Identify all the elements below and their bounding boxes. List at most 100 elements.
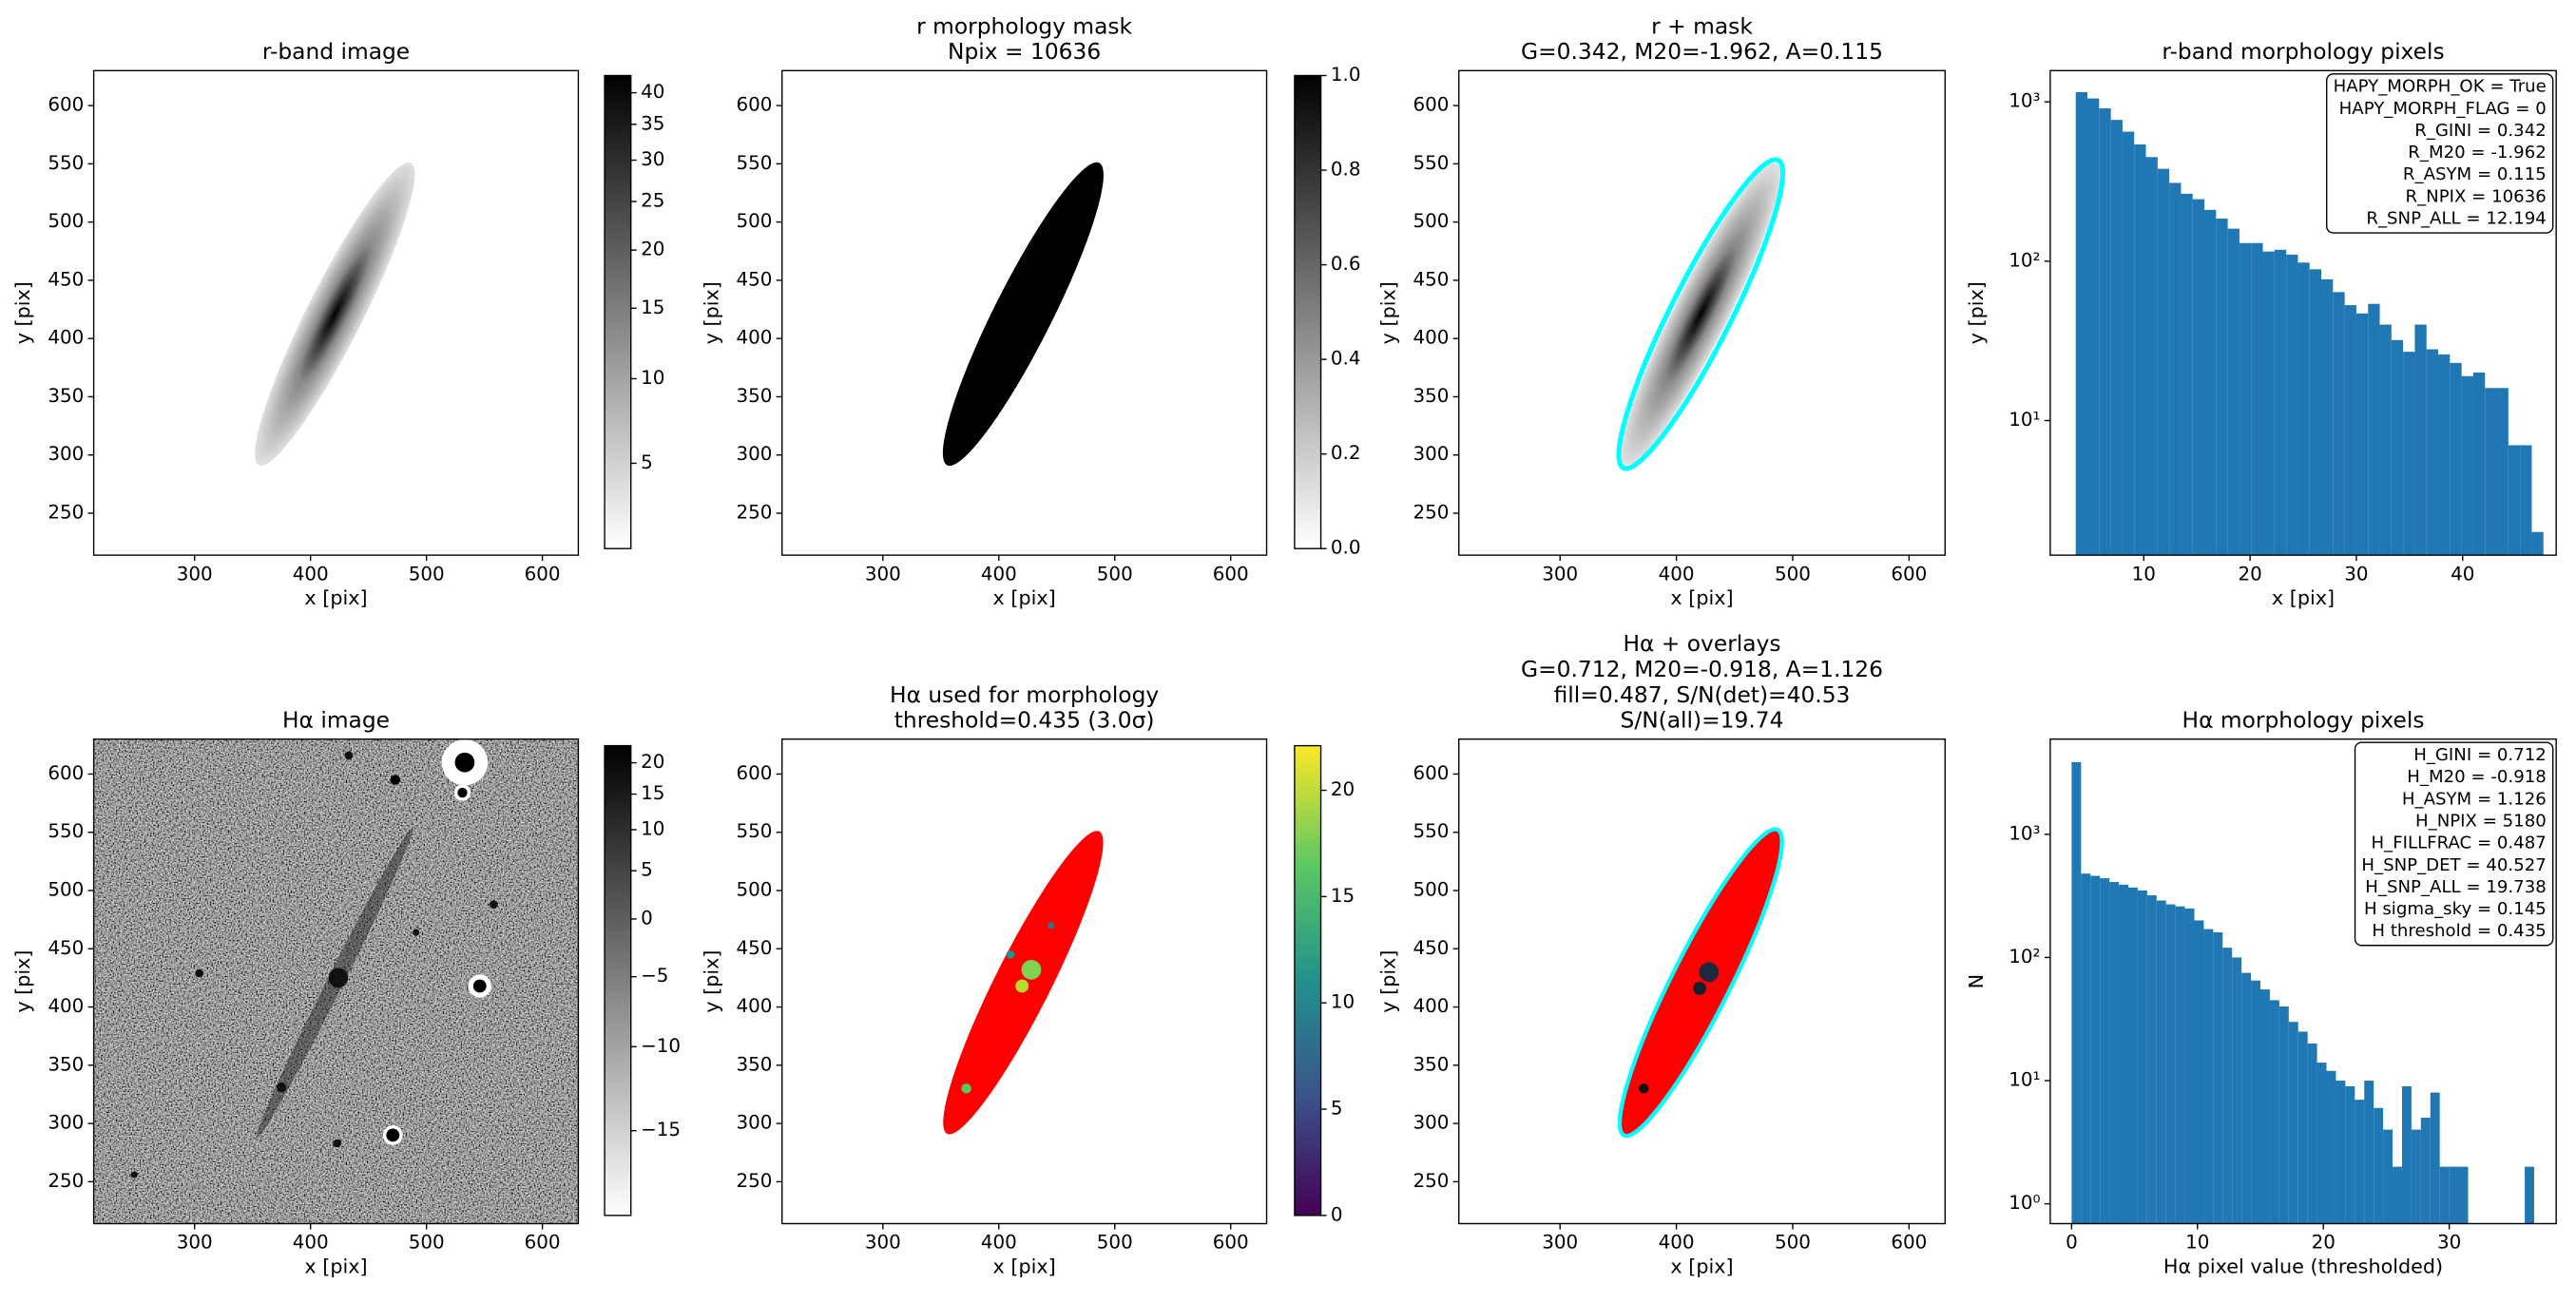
stats-line: R_ASYM = 0.115 [2403, 164, 2547, 184]
panel-title: r-band image [262, 38, 410, 65]
x-tick-label: 600 [525, 563, 561, 584]
x-tick-label: 500 [1097, 1232, 1133, 1254]
star [333, 1139, 342, 1148]
y-tick-label: 450 [736, 937, 772, 959]
blob [1021, 959, 1042, 980]
bar [2449, 1166, 2459, 1224]
plot-area [93, 70, 579, 556]
y-tick-label: 500 [48, 210, 84, 232]
y-tick-label: 250 [48, 1170, 84, 1192]
bar [2127, 887, 2138, 1224]
panel: 300 400 500 600 250 300 350 400 450 500 550 600 r mo… [700, 12, 1360, 609]
colorbar-tick-label: −15 [641, 1119, 681, 1140]
panel-title: r morphology mask [916, 12, 1132, 39]
y-tick-label: 550 [1413, 152, 1449, 174]
panel: 0 10 20 30 10⁰ 10¹ 10² 10³ Hα morphology pixels H… [1965, 707, 2557, 1277]
axes-frame [92, 738, 580, 1225]
panel-title: fill=0.487, S/N(det)=40.53 [1554, 681, 1851, 708]
y-tick-label: 400 [736, 327, 772, 349]
x-tick-label: 600 [525, 1232, 561, 1254]
bar [2181, 193, 2193, 556]
colorbar [1294, 74, 1322, 549]
plot-area [2049, 738, 2557, 1224]
bar [2184, 908, 2195, 1224]
x-tick-label: 20 [2238, 563, 2261, 584]
colorbar-tick-label: 5 [1331, 1098, 1343, 1120]
star [457, 787, 468, 798]
bar [2355, 1100, 2365, 1224]
x-tick-label: 400 [293, 563, 329, 584]
panel: 10 20 30 40 10¹ 10² 10³ r-band morphology pixel… [1965, 38, 2557, 609]
y-tick-label: 500 [736, 210, 772, 232]
y-tick-label: 300 [736, 443, 772, 465]
bar [2316, 1063, 2327, 1224]
colorbar-tick-label: 15 [641, 782, 664, 804]
y-tick-label: 400 [48, 327, 84, 349]
panel: 300 400 500 600 250 300 350 400 450 500 550 600 r + … [1376, 12, 1946, 609]
y-tick-label: 350 [48, 1053, 84, 1075]
colorbar-tick-label: 0 [641, 907, 653, 929]
stats-box-frame [2354, 741, 2554, 947]
axes-frame [2049, 738, 2557, 1225]
bar [2110, 120, 2123, 556]
x-tick-label: 300 [177, 1232, 213, 1254]
x-tick-label: 300 [865, 1232, 901, 1254]
colorbar-tick-label: 10 [641, 817, 664, 839]
y-tick-label: 250 [1413, 1170, 1449, 1192]
galaxy-shape [942, 162, 1104, 467]
galaxy [255, 162, 415, 467]
y-tick-label: 250 [1413, 502, 1449, 524]
stats-line: R_SNP_ALL = 12.194 [2366, 209, 2546, 229]
y-tick-label: 550 [736, 152, 772, 174]
y-tick-label: 600 [48, 94, 84, 116]
y-axis-label: y [pix] [700, 950, 722, 1013]
bar [2222, 948, 2233, 1224]
x-tick-label: 300 [1542, 1232, 1578, 1254]
x-tick-label: 500 [1097, 563, 1133, 584]
bar [2286, 254, 2298, 556]
y-tick-label: 300 [48, 1112, 84, 1134]
stats-line: H_SNP_ALL = 19.738 [2365, 877, 2546, 897]
y-tick-label: 600 [48, 762, 84, 784]
bar [2411, 1129, 2421, 1224]
bar [2157, 168, 2170, 556]
x-tick-label: 0 [2066, 1232, 2078, 1254]
y-tick-label: 450 [48, 937, 84, 959]
bar [2232, 957, 2242, 1224]
colorbar-tick-label: 0.6 [1331, 253, 1361, 275]
y-axis-label: y [pix] [11, 950, 34, 1013]
plot-area [2049, 70, 2557, 556]
stats-line: H sigma_sky = 0.145 [2364, 899, 2547, 919]
x-tick-label: 30 [2344, 563, 2368, 584]
bar [2414, 324, 2427, 556]
bar [2307, 1044, 2317, 1224]
colorbar-tick-label: 35 [641, 112, 664, 134]
panel-title: Hα image [282, 707, 390, 734]
colorbar-tick-label: 5 [641, 859, 653, 881]
panel-title: Npix = 10636 [948, 38, 1101, 65]
stats-line: R_NPIX = 10636 [2406, 186, 2547, 206]
y-tick-label: 350 [1413, 385, 1449, 407]
x-tick-label: 500 [1775, 563, 1811, 584]
colorbar-tick-label: −10 [641, 1035, 681, 1057]
x-tick-label: 600 [1213, 563, 1249, 584]
y-tick-label: 350 [736, 1053, 772, 1075]
bar [2496, 388, 2509, 556]
plot-area [781, 738, 1267, 1224]
x-tick-label: 300 [1542, 563, 1578, 584]
bar [2204, 209, 2217, 556]
bar [2075, 91, 2088, 556]
y-tick-label: 400 [736, 995, 772, 1017]
bar [2251, 242, 2263, 556]
x-axis-label: x [pix] [993, 1255, 1056, 1277]
colorbar-tick-label: 0 [1331, 1203, 1343, 1225]
x-axis-label: x [pix] [304, 1255, 367, 1277]
y-tick-label: 500 [48, 879, 84, 901]
y-tick-label: 10³ [2009, 90, 2040, 112]
colorbar-tick-label: 20 [1331, 778, 1355, 800]
x-tick-label: 400 [1659, 563, 1695, 584]
bar [2156, 900, 2166, 1224]
blob [1699, 962, 1720, 983]
y-tick-label: 550 [48, 152, 84, 174]
